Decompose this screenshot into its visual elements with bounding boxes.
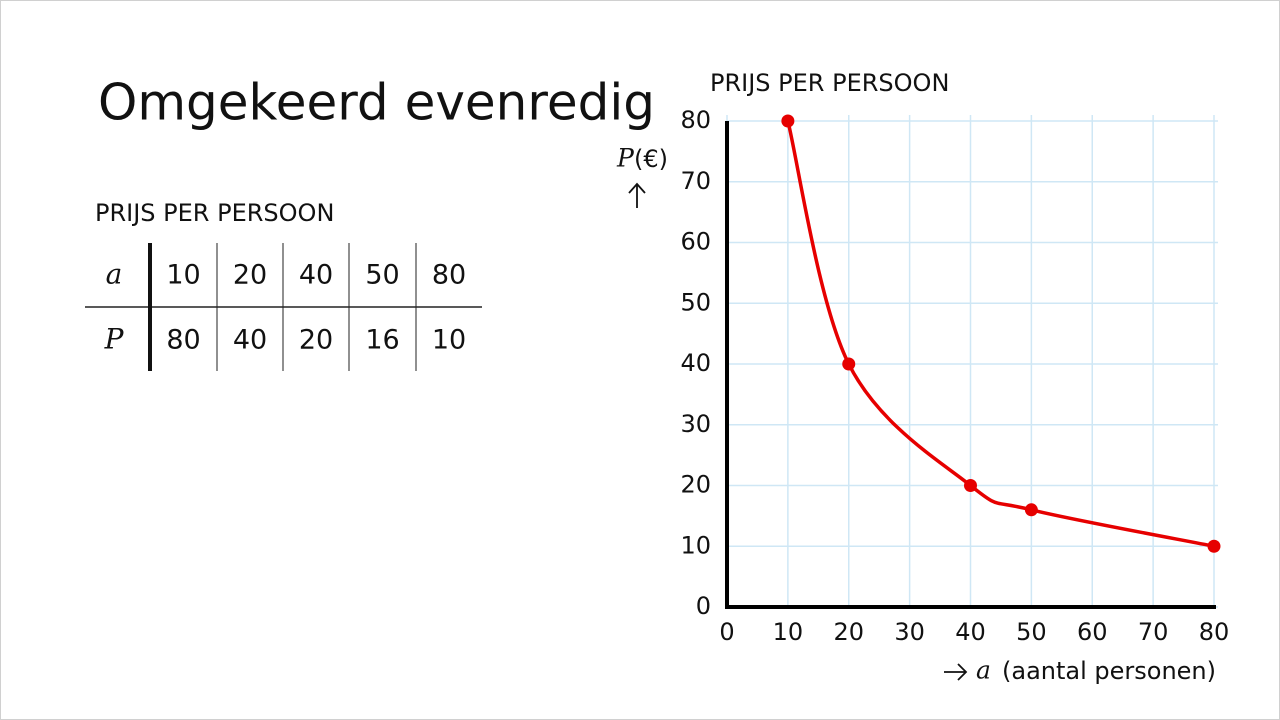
x-axis-arrow — [944, 663, 968, 681]
y-axis-arrow — [628, 182, 646, 208]
row-header: P — [104, 323, 125, 356]
y-tick-label: 70 — [680, 167, 711, 195]
table-cell: 40 — [299, 260, 333, 291]
table-cell: 10 — [432, 325, 466, 356]
row-header: a — [106, 258, 123, 291]
y-tick-label: 80 — [680, 106, 711, 134]
table-cell: 40 — [233, 325, 267, 356]
chart-title: PRIJS PER PERSOON — [710, 69, 949, 97]
y-axis-symbol: P — [616, 144, 635, 173]
x-tick-label: 50 — [1016, 618, 1047, 646]
y-tick-label: 10 — [680, 531, 711, 559]
x-tick-label: 20 — [833, 618, 864, 646]
x-tick-label: 80 — [1199, 618, 1230, 646]
x-tick-label: 30 — [894, 618, 925, 646]
table-cell: 16 — [365, 325, 399, 356]
y-tick-label: 50 — [680, 288, 711, 316]
y-tick-label: 0 — [696, 592, 711, 620]
x-tick-label: 10 — [773, 618, 804, 646]
table-cell: 80 — [166, 325, 200, 356]
slide-title: Omgekeerd evenredig — [98, 74, 655, 132]
x-tick-label: 60 — [1077, 618, 1108, 646]
table-cell: 80 — [432, 260, 466, 291]
table-cell: 20 — [299, 325, 333, 356]
x-tick-label: 40 — [955, 618, 986, 646]
x-tick-label: 0 — [719, 618, 734, 646]
table-cell: 20 — [233, 260, 267, 291]
point — [1024, 503, 1038, 517]
y-tick-label: 30 — [680, 410, 711, 438]
table-cell: 50 — [365, 260, 399, 291]
table-cell: 10 — [166, 260, 200, 291]
x-axis-symbol: a — [976, 656, 991, 685]
y-tick-label: 60 — [680, 228, 711, 256]
table: a 10 20 40 50 80 P 80 40 20 16 10 — [85, 243, 482, 371]
table-title: PRIJS PER PERSOON — [95, 199, 334, 227]
point — [781, 114, 795, 128]
y-tick-label: 20 — [680, 471, 711, 499]
point — [964, 479, 977, 492]
x-axis-label: (aantal personen) — [1002, 657, 1216, 685]
y-axis-label: (€) — [634, 145, 668, 173]
y-tick-label: 40 — [680, 349, 711, 377]
point — [1207, 539, 1221, 553]
curve — [786, 120, 1215, 548]
x-tick-label: 70 — [1138, 618, 1169, 646]
point — [842, 357, 856, 371]
